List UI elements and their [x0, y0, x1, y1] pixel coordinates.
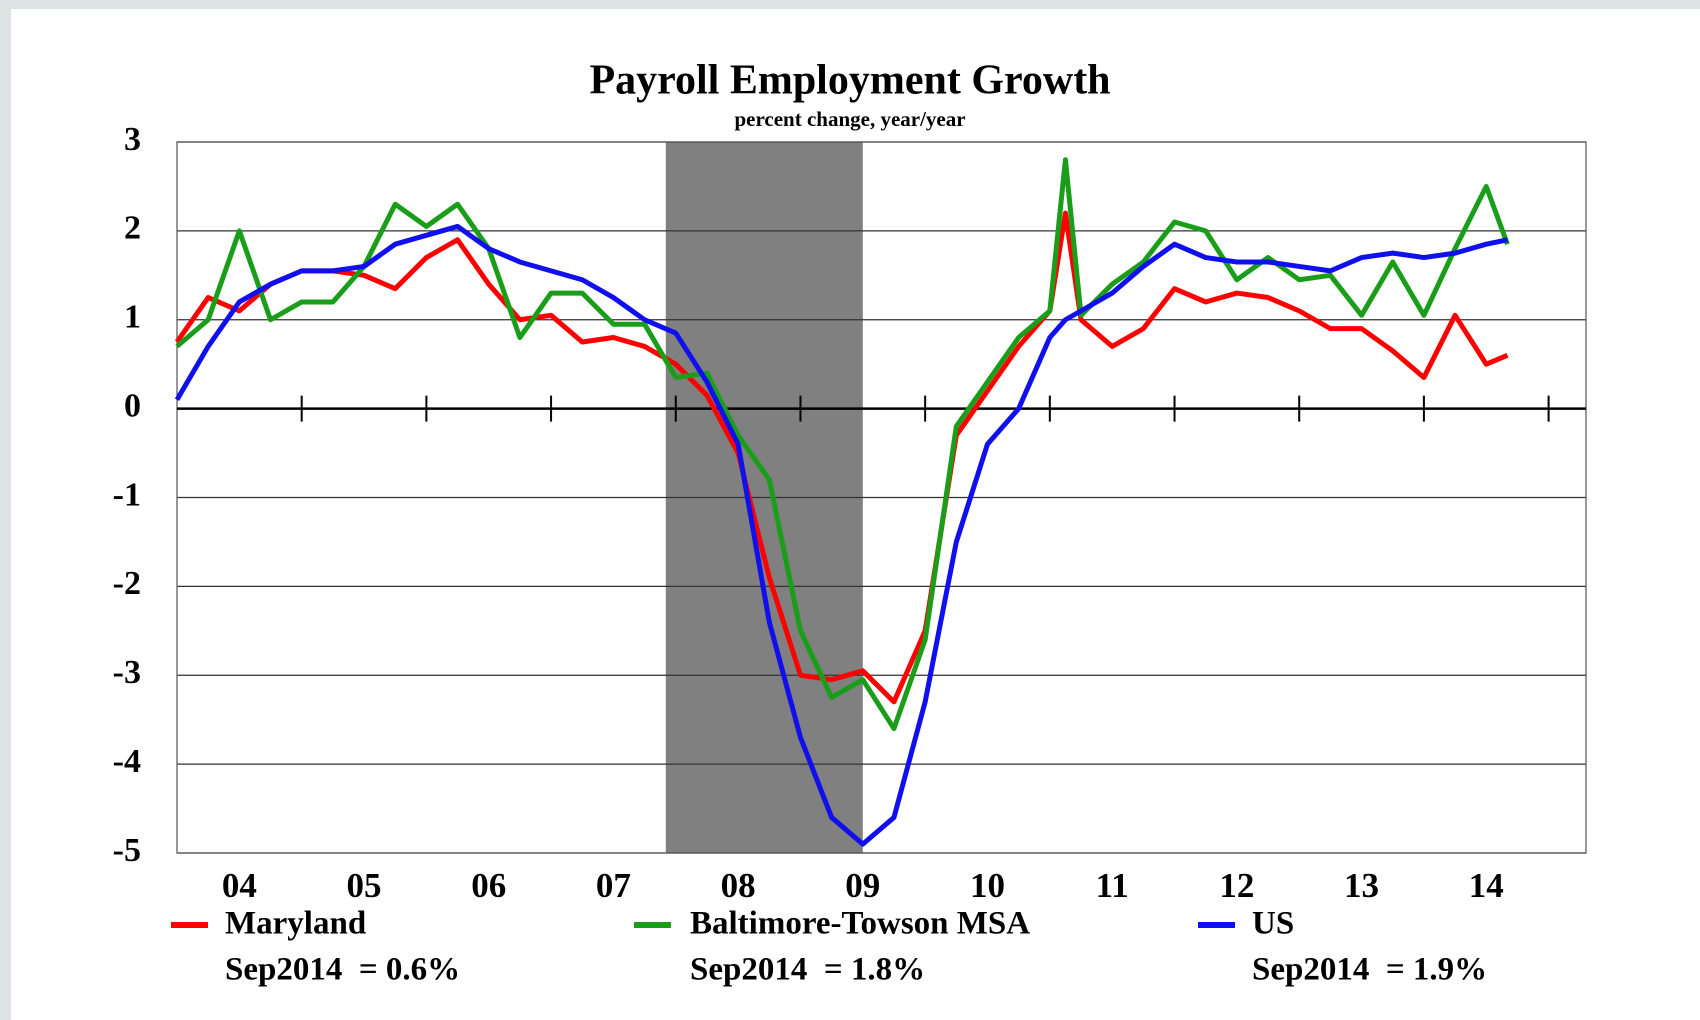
x-tick-label: 11	[1096, 866, 1129, 905]
plot-frame	[176, 141, 1587, 854]
y-tick-label: -4	[113, 743, 141, 780]
series-line	[175, 157, 1510, 732]
series-line	[174, 223, 1508, 847]
legend-label: Maryland	[225, 906, 366, 942]
x-tick-label: 10	[970, 866, 1005, 905]
x-tick-label: 05	[347, 866, 382, 905]
x-tick-label: 12	[1219, 866, 1254, 905]
latest-value-label: Sep2014 = 1.9%	[1252, 952, 1487, 988]
x-tick-label: 13	[1344, 866, 1379, 905]
x-tick-label: 08	[721, 866, 756, 905]
series-line	[174, 210, 1509, 705]
y-tick-label: -2	[113, 565, 141, 602]
latest-value-label: Sep2014 = 0.6%	[225, 952, 460, 988]
y-tick-label: 2	[124, 210, 141, 247]
latest-value-label: Sep2014 = 1.8%	[690, 952, 925, 988]
y-tick-label: -3	[113, 654, 141, 691]
x-tick-label: 09	[845, 866, 880, 905]
legend-label: Baltimore-Towson MSA	[690, 906, 1030, 942]
chart-title: Payroll Employment Growth	[589, 58, 1110, 104]
y-tick-label: 3	[124, 121, 141, 158]
legend-label: US	[1252, 906, 1294, 942]
y-tick-label: -5	[113, 832, 141, 869]
chart-subtitle: percent change, year/year	[734, 107, 965, 131]
x-tick-label: 06	[471, 866, 506, 905]
x-tick-label: 14	[1469, 866, 1504, 905]
x-tick-label: 04	[222, 866, 257, 905]
y-tick-label: 0	[124, 387, 141, 424]
y-tick-label: -1	[113, 476, 141, 513]
x-tick-label: 07	[596, 866, 631, 905]
y-tick-label: 1	[124, 299, 141, 336]
